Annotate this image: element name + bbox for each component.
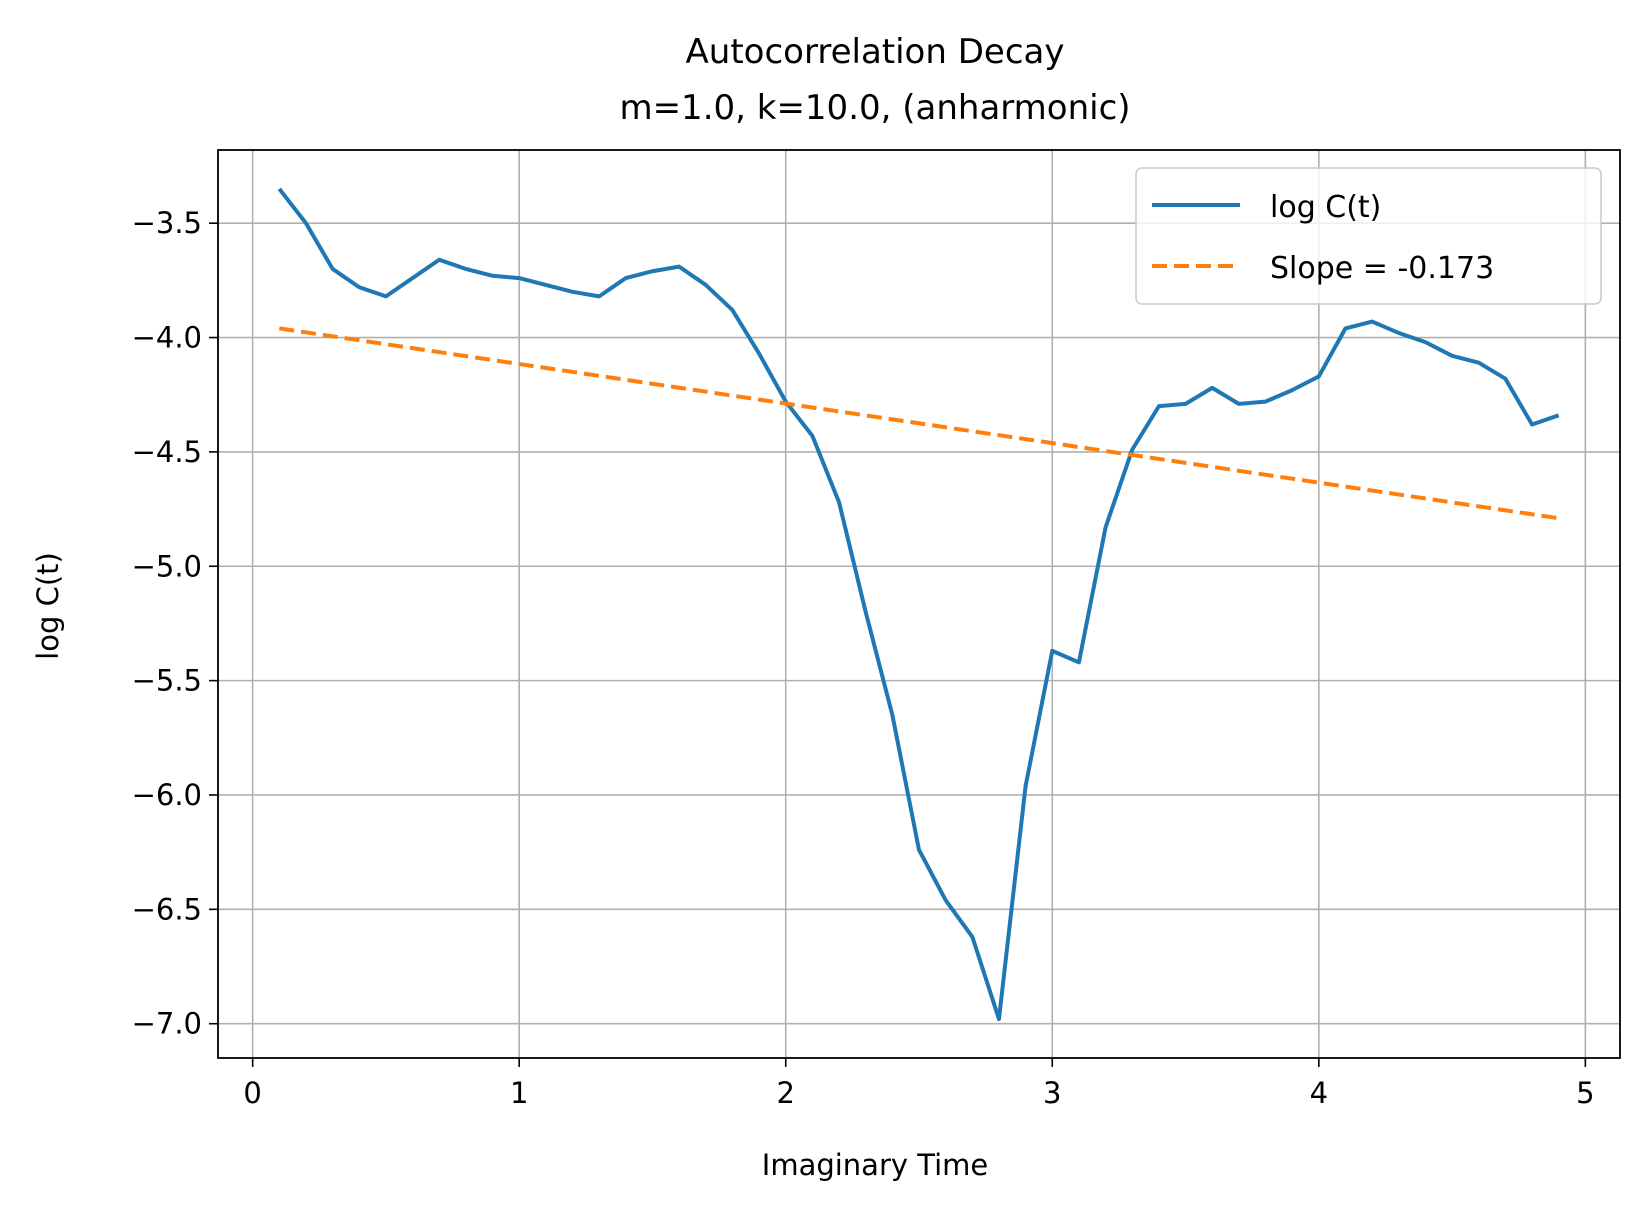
plot-frame xyxy=(217,149,1621,1059)
y-axis-label: log C(t) xyxy=(31,552,65,660)
chart-title: Autocorrelation Decay xyxy=(686,32,1065,72)
y-tick-label: −6.0 xyxy=(132,778,202,812)
x-tick-label: 5 xyxy=(1576,1076,1594,1110)
series-slope-fit-line xyxy=(279,326,1559,521)
legend-box xyxy=(1135,167,1602,305)
y-tick-label: −3.5 xyxy=(132,206,202,240)
series-log-ct-line xyxy=(277,187,1560,1022)
y-tick-label: −7.0 xyxy=(132,1007,202,1041)
legend: log C(t) Slope = -0.173 xyxy=(1135,167,1602,305)
legend-label-log-ct: log C(t) xyxy=(1270,190,1381,225)
x-tick-label: 1 xyxy=(510,1076,528,1110)
y-tick-label: −4.5 xyxy=(132,435,202,469)
y-tick-label: −5.0 xyxy=(132,549,202,583)
x-tick-label: 0 xyxy=(243,1076,261,1110)
series-layer xyxy=(277,187,1560,1022)
y-tick-label: −6.5 xyxy=(132,892,202,926)
x-tick-label: 2 xyxy=(777,1076,795,1110)
x-tick-label: 4 xyxy=(1310,1076,1328,1110)
y-tick-label: −5.5 xyxy=(132,664,202,698)
x-tick-label: 3 xyxy=(1043,1076,1061,1110)
chart-subtitle: m=1.0, k=10.0, (anharmonic) xyxy=(619,88,1130,128)
legend-label-slope: Slope = -0.173 xyxy=(1270,251,1494,286)
x-axis-label: Imaginary Time xyxy=(762,1148,988,1182)
tick-layer: 0 1 2 3 4 5 −3.5 −4.0 −4.5 −5.0 −5.5 −6.0 −6.5 −7.0 xyxy=(132,206,1595,1110)
grid-layer xyxy=(218,150,1620,1058)
y-tick-label: −4.0 xyxy=(132,321,202,355)
